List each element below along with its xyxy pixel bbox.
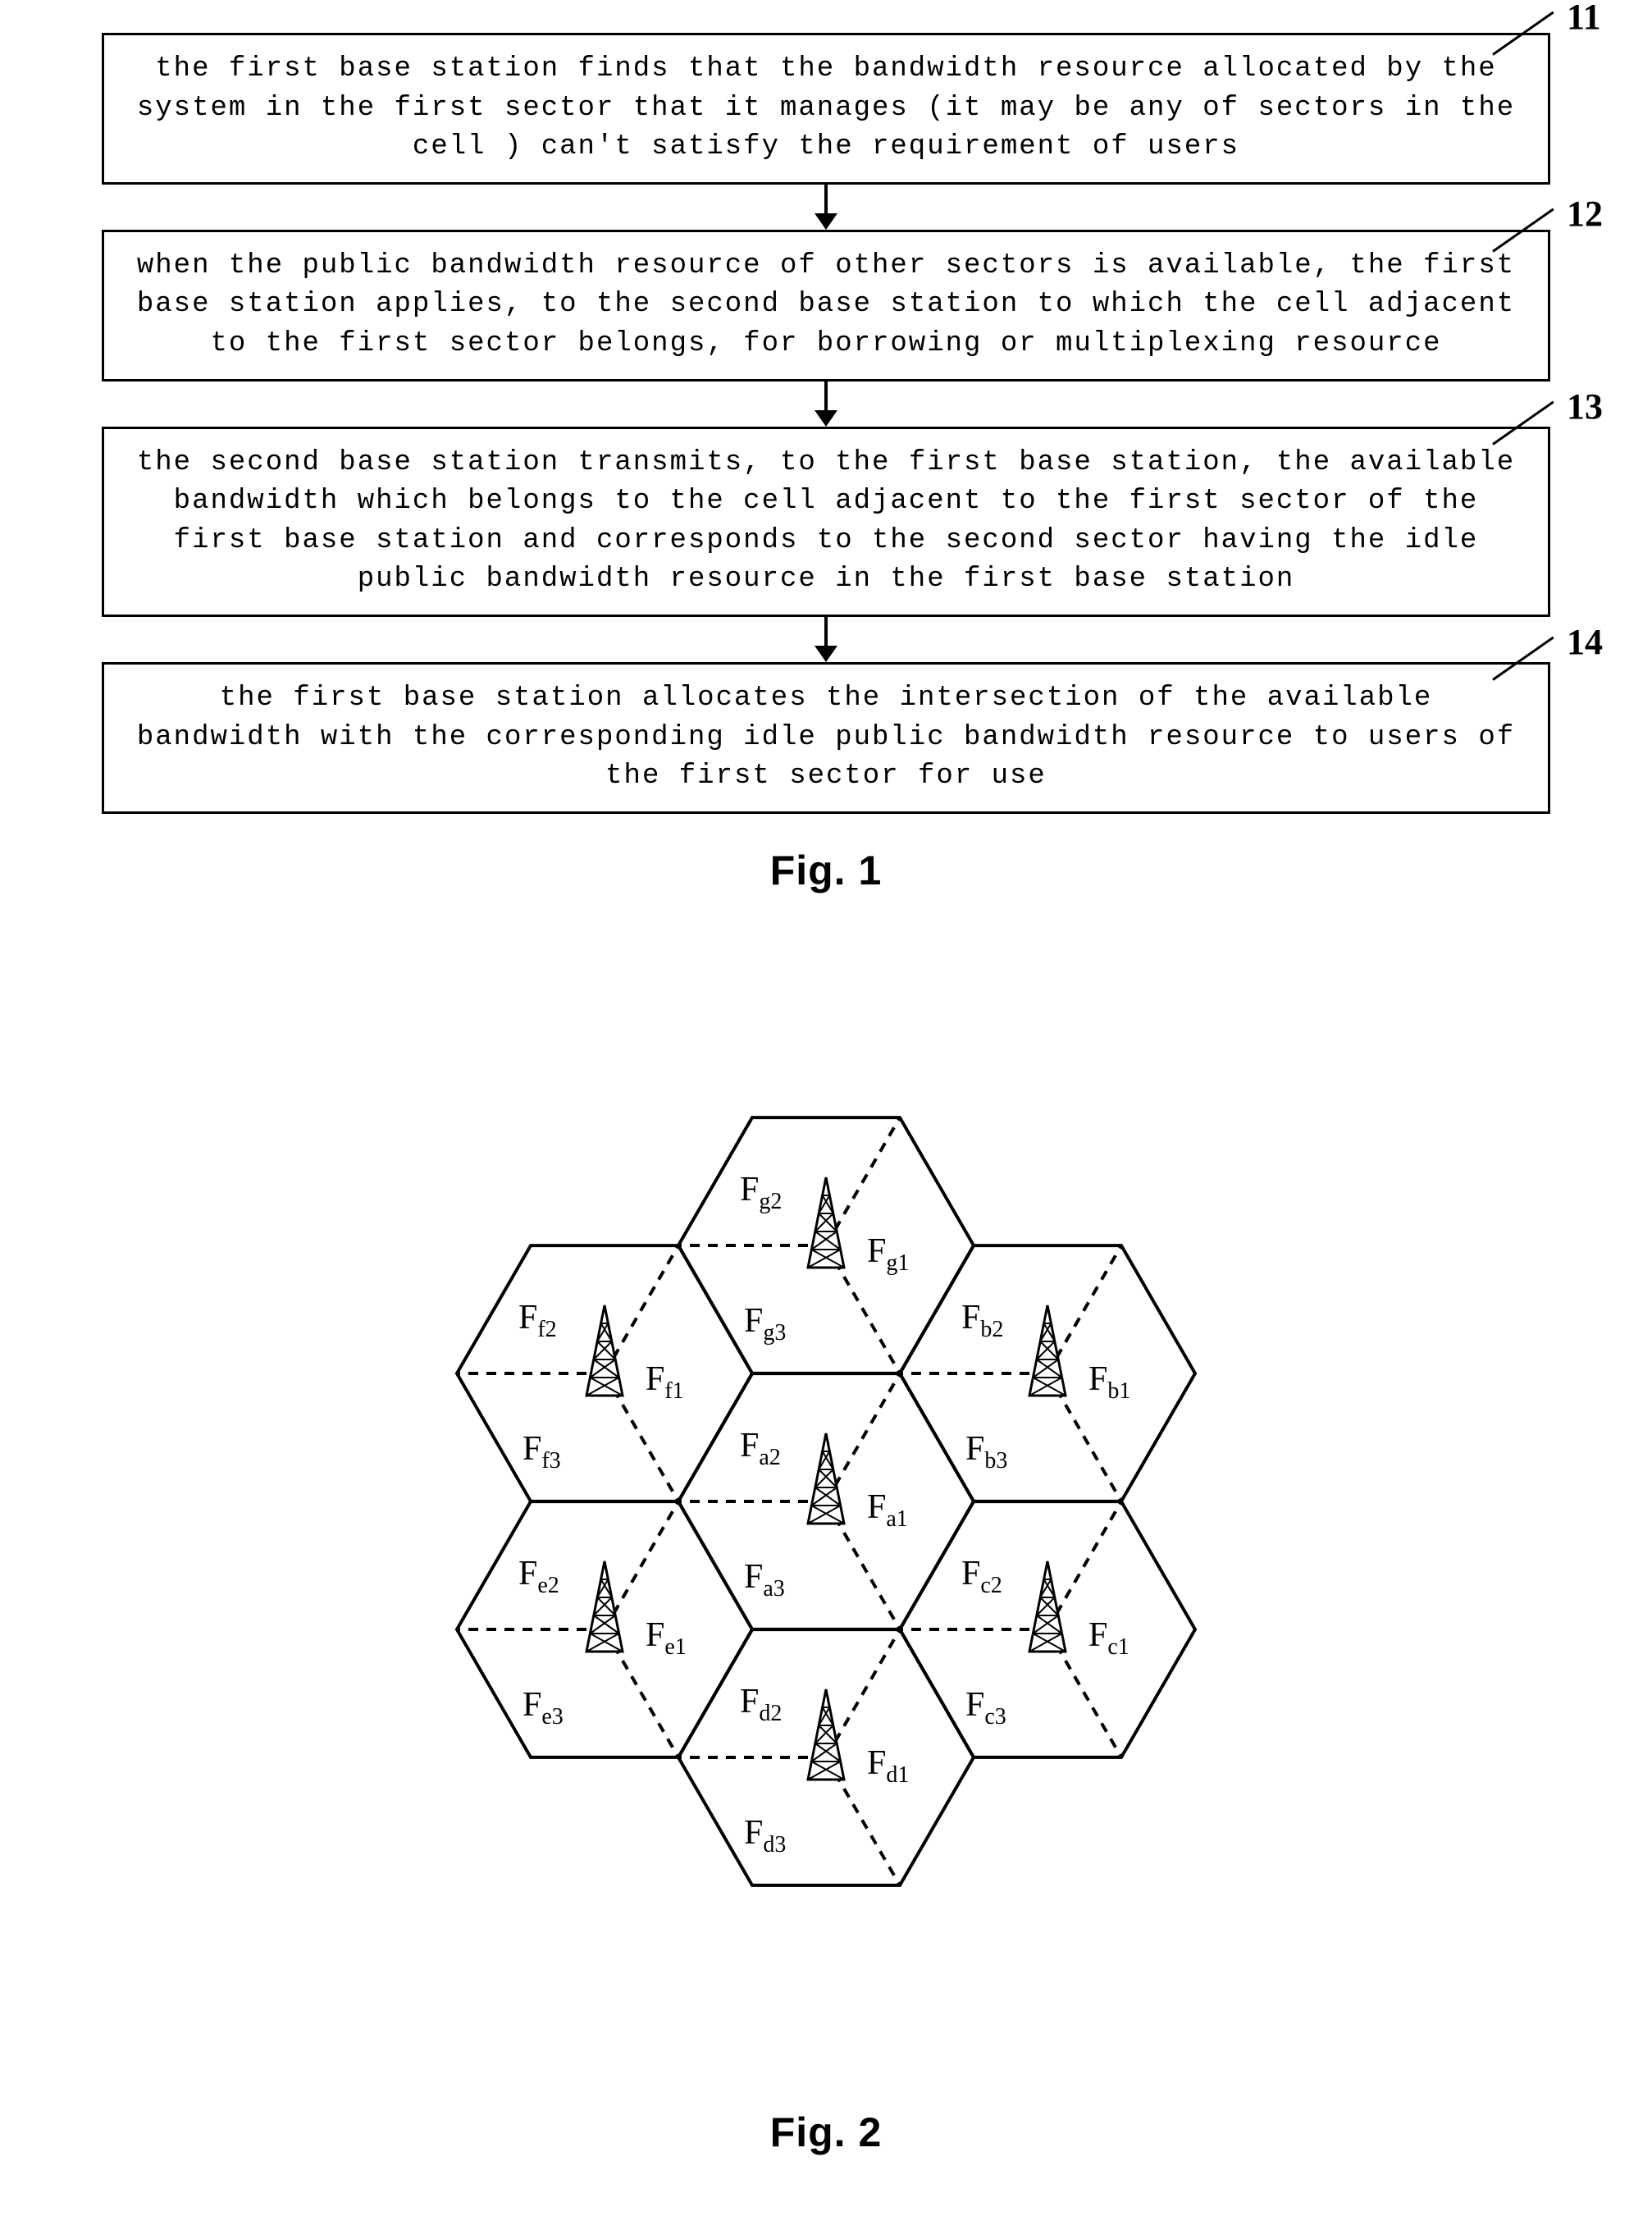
page-container: the first base station finds that the ba… <box>33 33 1619 2156</box>
flow-box-13: the second base station transmits, to th… <box>102 427 1550 617</box>
sector-label: Fd2 <box>740 1683 782 1726</box>
sector-line <box>826 1629 900 1757</box>
sector-label: Fd1 <box>867 1744 909 1788</box>
sector-label: Fa3 <box>744 1558 785 1602</box>
sector-label: Ff3 <box>523 1430 561 1474</box>
sector-label: Fg3 <box>744 1302 786 1346</box>
sector-label: Fb3 <box>965 1430 1007 1474</box>
flow-text-14: the first base station allocates the int… <box>137 683 1515 792</box>
sector-line <box>605 1501 678 1629</box>
arrow-2 <box>33 382 1619 427</box>
sector-line <box>1047 1501 1121 1629</box>
flow-box-14: the first base station allocates the int… <box>102 662 1550 814</box>
arrow-3 <box>33 617 1619 662</box>
hex-svg: Fa2 Fa1 Fa3 Fb2 Fb1 Fb3 Fc2 Fc1 Fc3 Fd2 Fd1 Fd3 Fe2 F… <box>293 944 1359 1969</box>
flow-text-11: the first base station finds that the ba… <box>137 53 1515 162</box>
sector-label: Fg1 <box>867 1232 909 1276</box>
sector-label: Fd3 <box>744 1814 786 1857</box>
sector-label: Fc1 <box>1088 1616 1129 1660</box>
flow-label-11: 11 <box>1567 0 1601 38</box>
flow-label-14: 14 <box>1567 621 1603 663</box>
flow-box-11: the first base station finds that the ba… <box>102 33 1550 185</box>
sector-label: Ff2 <box>518 1299 557 1342</box>
sector-line <box>826 1373 900 1501</box>
sector-label: Fc3 <box>965 1686 1006 1730</box>
flow-box-12: when the public bandwidth resource of ot… <box>102 230 1550 382</box>
sector-line <box>605 1245 678 1373</box>
fig1-caption: Fig. 1 <box>33 847 1619 894</box>
flow-text-13: the second base station transmits, to th… <box>137 447 1515 596</box>
flow-label-13: 13 <box>1567 386 1603 427</box>
flow-label-12: 12 <box>1567 193 1603 235</box>
sector-line <box>826 1117 900 1245</box>
sector-label: Fe3 <box>523 1686 564 1730</box>
sector-label: Fe2 <box>518 1555 559 1598</box>
sector-label: Fa1 <box>867 1488 908 1532</box>
flowchart-fig1: the first base station finds that the ba… <box>33 33 1619 894</box>
sector-label: Fg2 <box>740 1171 782 1214</box>
sector-line <box>1047 1245 1121 1373</box>
sector-label: Fe1 <box>646 1616 687 1660</box>
sector-label: Fb1 <box>1088 1360 1130 1404</box>
arrow-1 <box>33 185 1619 230</box>
flow-text-12: when the public bandwidth resource of ot… <box>137 250 1515 359</box>
sector-label: Fc2 <box>961 1555 1002 1598</box>
hex-diagram-fig2: Fa2 Fa1 Fa3 Fb2 Fb1 Fb3 Fc2 Fc1 Fc3 Fd2 Fd1 Fd3 Fe2 F… <box>293 944 1359 2076</box>
sector-label: Ff1 <box>646 1360 684 1404</box>
fig2-caption: Fig. 2 <box>33 2109 1619 2156</box>
sector-label: Fb2 <box>961 1299 1003 1342</box>
sector-label: Fa2 <box>740 1427 781 1470</box>
